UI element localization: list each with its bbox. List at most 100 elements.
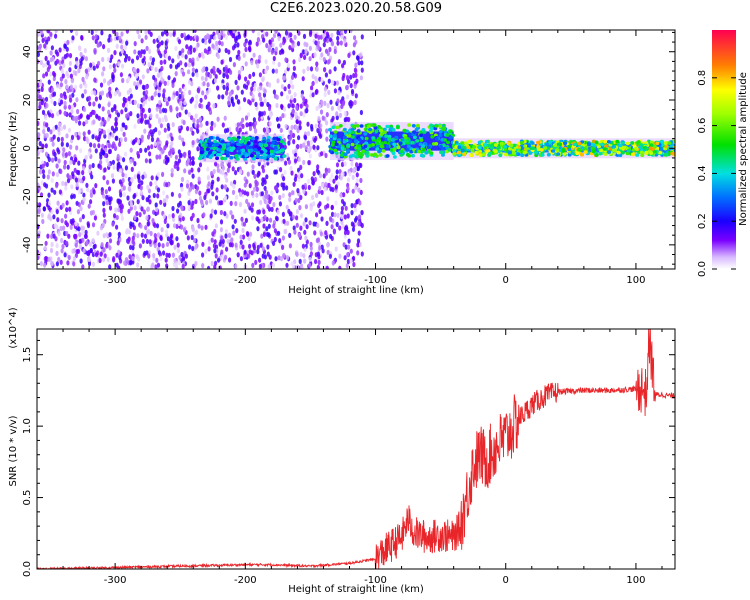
spectrogram-cell	[241, 148, 246, 153]
spectrogram-cell	[266, 244, 270, 250]
spectrogram-cell	[41, 218, 45, 225]
spectrogram-cell	[90, 30, 94, 35]
spectrogram-cell	[210, 237, 214, 243]
spectrogram-cell	[275, 116, 280, 122]
spectrogram-cell	[102, 175, 106, 181]
spectrogram-cell	[317, 103, 321, 109]
spectrogram-cell	[76, 108, 80, 115]
spectrogram-cell	[331, 125, 336, 130]
spectrogram-cell	[204, 76, 208, 82]
spectrogram-cell	[273, 157, 278, 161]
spectrogram-cell	[187, 69, 191, 75]
spectrogram-cell	[381, 149, 386, 153]
spectrogram-cell	[221, 79, 225, 85]
spectrogram-cell	[490, 145, 494, 150]
spectrogram-cell	[159, 123, 163, 129]
spectrogram-cell	[169, 238, 173, 245]
spectrogram-cell	[210, 184, 214, 190]
spectrogram-cell	[64, 213, 68, 219]
spectrogram-cell	[239, 239, 243, 245]
spectrogram-cell	[146, 68, 150, 74]
spectrogram-cell	[136, 233, 140, 239]
spectrogram-cell	[47, 169, 52, 175]
spectrogram-cell	[292, 181, 296, 187]
spectrogram-cell	[527, 144, 531, 148]
spectrogram-cell	[374, 129, 379, 134]
spectrogram-cell	[85, 74, 89, 80]
spectrogram-cell	[37, 209, 41, 215]
spectrogram-cell	[261, 246, 265, 252]
spectrogram-cell	[146, 134, 151, 140]
spectrogram-cell	[100, 120, 104, 126]
spectrogram-cell	[63, 104, 67, 110]
spectrogram-cell	[98, 131, 102, 137]
spectrogram-cell	[203, 194, 207, 201]
snr-frame	[36, 328, 676, 570]
spectrogram-cell	[205, 120, 209, 126]
spectrogram-cell	[282, 253, 286, 259]
snr-x-tick-label: -200	[234, 575, 257, 586]
spectrogram-cell	[133, 99, 137, 105]
spectrogram-cell	[360, 210, 364, 216]
chart-title: C2E6.2023.020.20.58.G09	[269, 1, 443, 16]
spectrogram-cell	[133, 174, 137, 180]
spectrogram-cell	[211, 43, 215, 49]
spectrogram-cell	[352, 261, 356, 268]
spectrogram-cell	[254, 179, 258, 185]
spectrogram-cell	[79, 60, 83, 66]
spectrogram-cell	[309, 241, 313, 247]
spectrogram-cell	[563, 141, 568, 145]
spectrogram-cell	[261, 177, 265, 183]
spectrogram-cell	[424, 151, 429, 155]
spectrogram-cell	[358, 200, 362, 206]
spectrogram-cell	[221, 122, 225, 128]
spectrogram-cell	[137, 256, 141, 262]
spectrogram-cell	[640, 153, 645, 157]
spectrogram-cell	[351, 188, 355, 194]
spectrogram-cell	[324, 230, 328, 236]
spectrogram-cell	[155, 154, 159, 160]
spectrogram-cell	[60, 141, 64, 147]
spectrogram-cell	[260, 217, 264, 223]
spectrogram-cell	[55, 250, 59, 256]
spectrogram-cell	[335, 125, 340, 130]
spectrogram-cell	[260, 30, 264, 33]
spectrogram-cell	[70, 194, 74, 200]
spectrogram-cell	[126, 195, 130, 201]
spectrogram-cell	[119, 72, 123, 78]
spectrogram-cell	[69, 73, 73, 79]
spectrogram-cell	[281, 211, 285, 217]
spectrogram-cell	[247, 253, 251, 259]
spectrogram-cell	[258, 92, 262, 98]
spectrogram-cell	[111, 178, 115, 184]
spectrogram-cell	[201, 241, 205, 247]
spectrogram-cell	[276, 78, 280, 84]
spectrogram-cell	[102, 78, 107, 84]
spectrogram-cell	[164, 159, 169, 166]
spectrogram-cell	[347, 139, 352, 143]
spectrogram-cell	[139, 189, 143, 195]
spectrogram-cell	[313, 230, 317, 236]
spectrogram-cell	[247, 202, 251, 208]
spectrogram-cell	[92, 119, 96, 125]
spectrogram-cell	[124, 107, 128, 113]
spectrogram-cell	[101, 106, 105, 112]
spectrogram-cell	[198, 140, 203, 144]
spectrogram-cell	[306, 178, 311, 184]
spectrogram-cell	[265, 43, 269, 49]
spectrogram-cell	[207, 265, 211, 269]
spectrogram-cell	[127, 208, 131, 214]
spectrogram-cell	[73, 234, 77, 240]
spectrogram-cell	[310, 85, 314, 91]
spectrogram-cell	[295, 144, 299, 150]
spectrogram-cell	[305, 103, 309, 109]
spectrogram-cell	[120, 44, 124, 50]
spectrogram-cell	[87, 203, 91, 209]
spectrogram-cell	[256, 209, 260, 215]
spectrogram-cell	[299, 143, 303, 149]
spectrogram-cell	[162, 250, 166, 256]
spectrogram-cell	[157, 130, 161, 136]
spectrogram-cell	[147, 61, 151, 68]
spectrogram-cell	[625, 141, 630, 146]
spectrogram-cell	[71, 171, 75, 177]
